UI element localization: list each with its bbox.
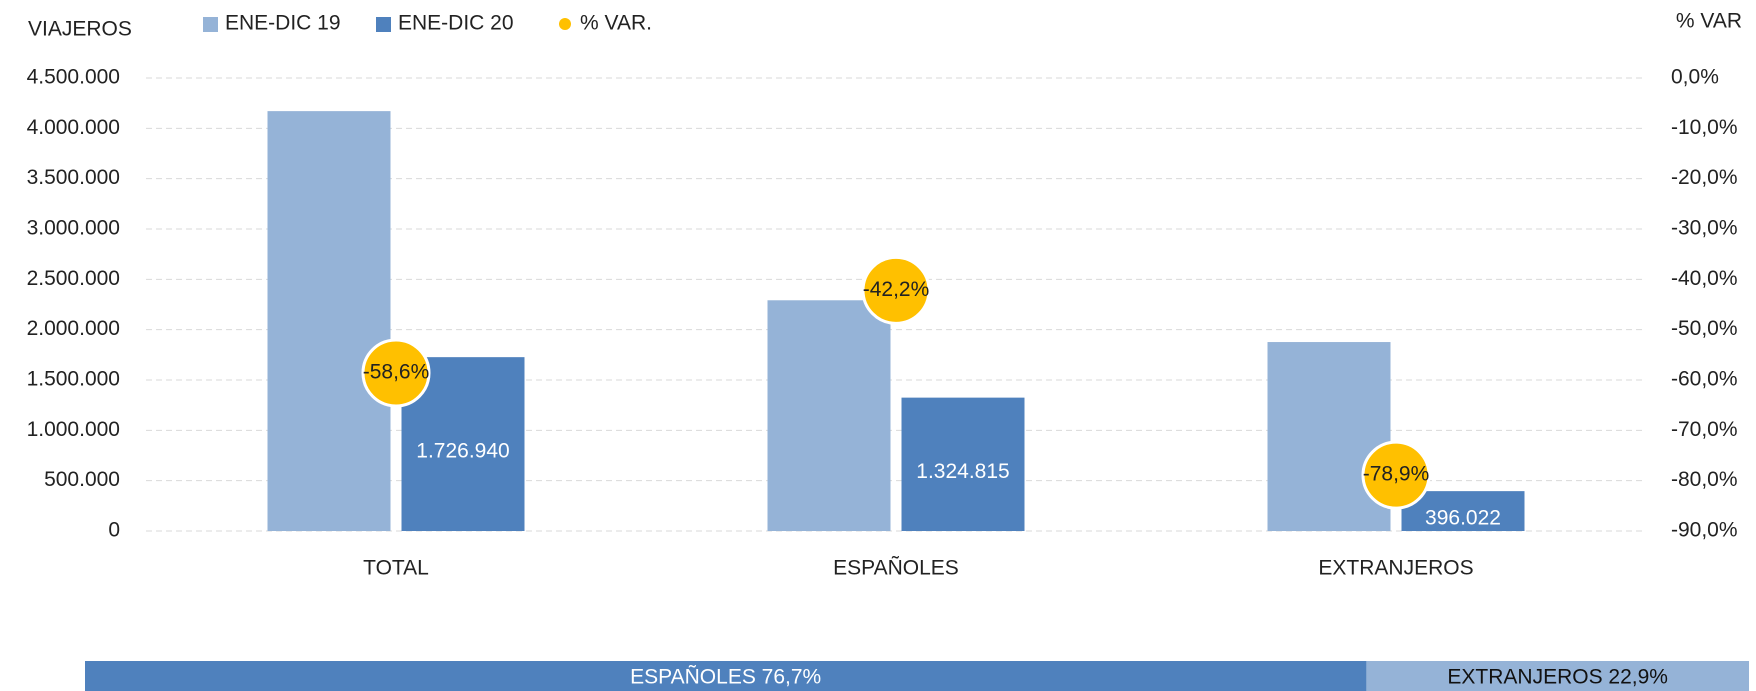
share-label: ESPAÑOLES 76,7% [630,665,821,689]
x-tick-label: EXTRANJEROS [1318,557,1473,580]
bar-value-label: 1.726.940 [416,440,509,463]
var-marker [361,338,431,408]
share-segment [1366,661,1749,691]
y2-tick-label: -40,0% [1671,267,1738,290]
bar [901,397,1025,531]
y2-tick-label: -60,0% [1671,368,1738,391]
y-tick-label: 500.000 [44,468,120,491]
bar [767,300,891,531]
y2-tick-label: -50,0% [1671,317,1738,340]
var-marker [1361,440,1431,510]
var-label: -78,9% [1363,463,1430,486]
legend-swatch [203,17,218,32]
y2-tick-label: -70,0% [1671,418,1738,441]
y-tick-label: 1.000.000 [27,418,120,441]
y-tick-label: 2.000.000 [27,317,120,340]
legend-label: ENE-DIC 20 [398,12,514,35]
legend-swatch [376,17,391,32]
y-tick-label: 3.000.000 [27,217,120,240]
bar-value-label: 1.324.815 [916,460,1009,483]
y2-tick-label: -20,0% [1671,166,1738,189]
x-tick-label: ESPAÑOLES [833,556,959,580]
y-axis-title: VIAJEROS [28,18,132,41]
legend-label: % VAR. [580,12,652,35]
y2-tick-label: 0,0% [1671,66,1719,89]
legend-dot [559,18,571,30]
var-marker [861,255,931,325]
x-tick-label: TOTAL [363,557,429,580]
bar [1267,342,1391,531]
share-label: EXTRANJEROS 22,9% [1447,666,1668,689]
y-tick-label: 3.500.000 [27,166,120,189]
y2-tick-label: -10,0% [1671,116,1738,139]
y-tick-label: 1.500.000 [27,368,120,391]
y2-tick-label: -80,0% [1671,468,1738,491]
share-segment [85,661,1367,691]
y-tick-label: 0 [108,519,120,542]
y2-tick-label: -90,0% [1671,519,1738,542]
var-label: -58,6% [363,361,430,384]
y2-axis-title: % VAR [1676,10,1742,33]
bar-value-label: 396.022 [1425,507,1501,530]
var-label: -42,2% [863,278,930,301]
y-tick-label: 4.000.000 [27,116,120,139]
y-tick-label: 2.500.000 [27,267,120,290]
bar [267,111,391,532]
y-tick-label: 4.500.000 [27,66,120,89]
legend-label: ENE-DIC 19 [225,12,341,35]
y2-tick-label: -30,0% [1671,217,1738,240]
